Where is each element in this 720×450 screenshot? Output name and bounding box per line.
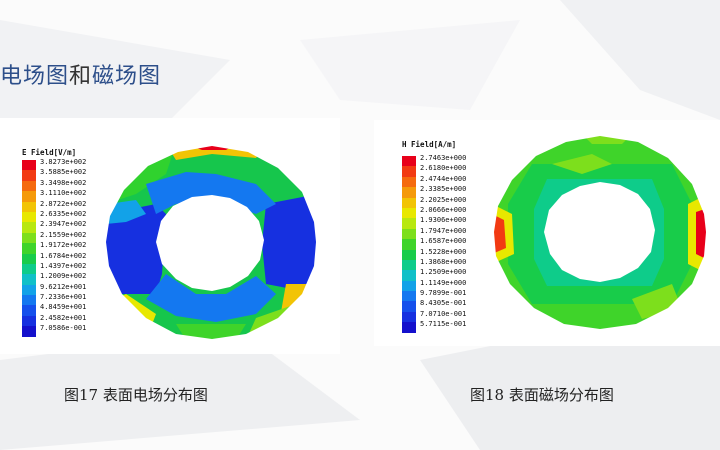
h-field-legend-label: 1.6587e+000 — [420, 237, 467, 246]
h-field-legend-label: 9.7899e-001 — [420, 289, 467, 298]
h-field-legend-label: 2.6180e+000 — [420, 164, 467, 173]
e-field-legend-label: 3.8273e+002 — [40, 158, 87, 166]
e-field-color-swatch — [22, 243, 36, 254]
e-field-legend-label: 4.8459e+001 — [40, 303, 87, 312]
h-field-legend-label: 1.1149e+000 — [420, 278, 467, 287]
h-field-legend-label: 5.7115e-001 — [420, 320, 467, 329]
h-field-caption: 图18 表面磁场分布图 — [470, 386, 614, 404]
e-field-legend-title: E Field[V/m] — [22, 148, 77, 157]
e-field-color-swatch — [22, 180, 36, 192]
e-field-color-swatch — [22, 253, 36, 264]
e-field-legend-label: 3.1110e+002 — [40, 189, 87, 198]
e-field-legend-labels: 3.8273e+002 3.5885e+002 3.3498e+002 3.1110e… — [40, 157, 86, 334]
h-field-legend-label: 2.7463e+000 — [420, 154, 467, 162]
e-field-legend-label: 2.6335e+002 — [40, 209, 87, 218]
h-field-plot-panel: H Field[A/m] 2.7463e+000 2.6180e+000 2.474… — [374, 120, 720, 346]
h-field-color-bar — [402, 156, 416, 333]
e-field-color-swatch — [22, 305, 36, 316]
h-field-legend-label: 2.3385e+000 — [420, 185, 467, 194]
h-field-legend-title: H Field[A/m] — [402, 140, 457, 149]
e-field-legend-label: 3.5885e+002 — [40, 168, 87, 177]
h-field-color-swatch — [402, 207, 416, 219]
h-field-color-swatch — [402, 166, 416, 177]
h-field-color-swatch — [402, 187, 416, 198]
h-field-legend-label: 2.0666e+000 — [420, 205, 467, 214]
h-field-legend-labels: 2.7463e+000 2.6180e+000 2.4744e+000 2.3385e… — [420, 153, 466, 330]
h-field-legend-label: 1.2509e+000 — [420, 268, 467, 277]
title-part-magnetic: 磁场图 — [92, 64, 162, 89]
e-field-legend-label: 2.3947e+002 — [40, 220, 87, 229]
e-field-legend-label: 7.0586e-001 — [40, 324, 87, 333]
h-field-legend-label: 2.4744e+000 — [420, 174, 467, 183]
e-field-legend-label: 1.9172e+002 — [40, 241, 87, 250]
h-field-color-swatch — [402, 156, 416, 167]
e-field-color-swatch — [22, 160, 36, 171]
e-field-legend-label: 2.1559e+002 — [40, 230, 87, 239]
e-field-legend-label: 1.6784e+002 — [40, 251, 87, 260]
e-field-legend-label: 3.3498e+002 — [40, 178, 87, 187]
e-field-color-swatch — [22, 284, 36, 296]
h-field-color-swatch — [402, 270, 416, 281]
e-field-color-swatch — [22, 315, 36, 327]
e-field-color-swatch — [22, 170, 36, 181]
h-field-color-swatch — [402, 322, 416, 333]
e-field-ring-plot — [106, 146, 316, 339]
h-field-color-swatch — [402, 218, 416, 229]
h-field-color-swatch — [402, 311, 416, 323]
title-part-electric: 电场图 — [0, 64, 70, 89]
e-field-color-swatch — [22, 274, 36, 285]
e-field-legend-label: 1.2009e+002 — [40, 272, 87, 281]
e-field-color-swatch — [22, 211, 36, 223]
e-field-legend-label: 1.4397e+002 — [40, 261, 87, 270]
h-field-legend-label: 7.0710e-001 — [420, 309, 467, 318]
h-field-color-swatch — [402, 280, 416, 292]
h-field-color-swatch — [402, 239, 416, 250]
h-field-color-swatch — [402, 176, 416, 188]
e-field-color-swatch — [22, 201, 36, 212]
e-field-color-swatch — [22, 191, 36, 202]
e-field-color-bar — [22, 160, 36, 337]
h-field-legend-label: 8.4305e-001 — [420, 299, 467, 308]
e-field-color-swatch — [22, 326, 36, 337]
e-field-caption: 图17 表面电场分布图 — [64, 386, 208, 404]
e-field-color-swatch — [22, 222, 36, 233]
e-field-legend-label: 7.2336e+001 — [40, 293, 87, 302]
h-field-legend-label: 2.2025e+000 — [420, 195, 467, 204]
slide-title: 电场图和磁场图 — [0, 58, 161, 90]
title-part-and: 和 — [69, 64, 93, 89]
e-field-legend-label: 9.6212e+001 — [40, 282, 87, 291]
h-field-color-swatch — [402, 301, 416, 312]
e-field-color-swatch — [22, 263, 36, 275]
h-field-color-swatch — [402, 259, 416, 271]
h-field-legend-label: 1.7947e+000 — [420, 226, 467, 235]
e-field-color-swatch — [22, 232, 36, 244]
e-field-legend-label: 2.8722e+002 — [40, 199, 87, 208]
h-field-ring-plot — [494, 136, 706, 329]
h-field-legend-label: 1.3868e+000 — [420, 257, 467, 266]
h-field-legend-label: 1.5228e+000 — [420, 247, 467, 256]
h-field-color-swatch — [402, 197, 416, 208]
h-field-color-swatch — [402, 291, 416, 302]
h-field-color-swatch — [402, 249, 416, 260]
e-field-color-swatch — [22, 295, 36, 306]
h-field-legend-label: 1.9306e+000 — [420, 216, 467, 225]
h-field-color-swatch — [402, 228, 416, 240]
e-field-legend-label: 2.4582e+001 — [40, 313, 87, 322]
e-field-plot-panel: E Field[V/m] 3.8273e+002 3.5885e+002 3.349… — [0, 118, 340, 354]
